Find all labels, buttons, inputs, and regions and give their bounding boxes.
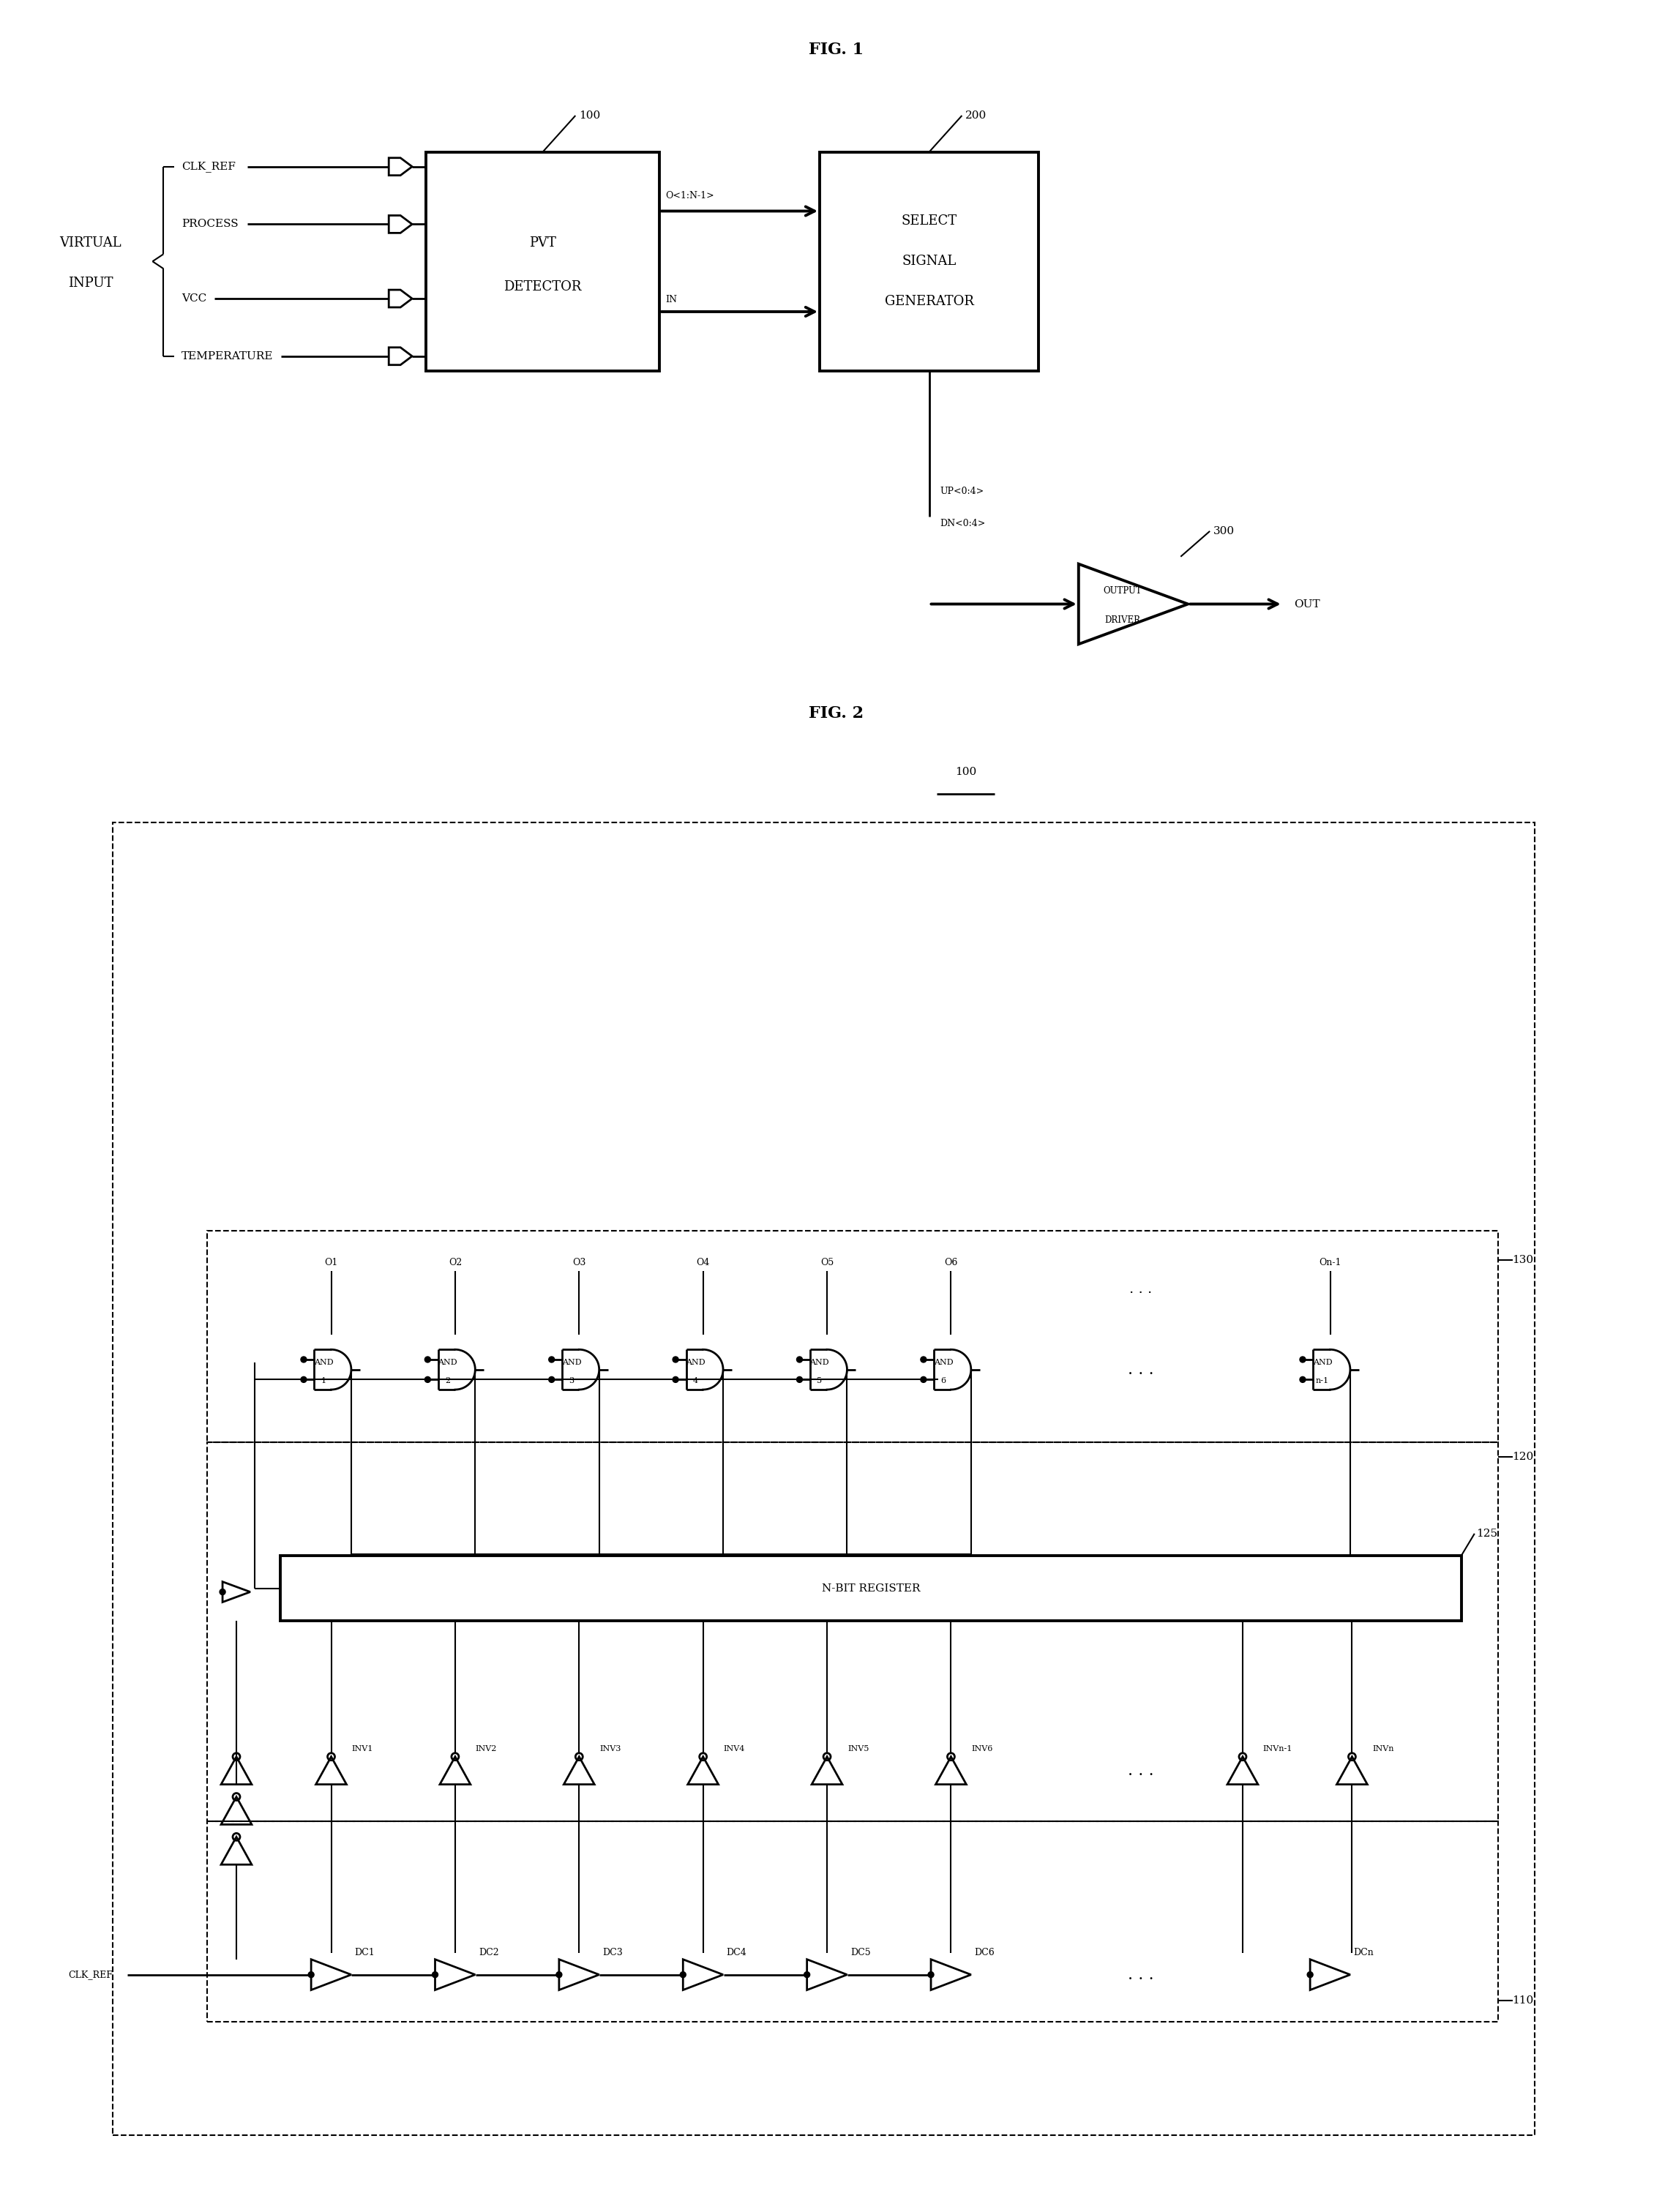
Circle shape	[920, 1356, 927, 1363]
Text: INV5: INV5	[848, 1745, 868, 1752]
Circle shape	[301, 1356, 306, 1363]
Bar	[820, 153, 1039, 372]
Text: OUT: OUT	[1293, 599, 1320, 608]
Text: AND: AND	[438, 1358, 457, 1367]
Text: DC6: DC6	[974, 1949, 995, 1958]
Text: INV2: INV2	[475, 1745, 497, 1752]
Text: 300: 300	[1213, 526, 1235, 535]
Text: . . .: . . .	[1129, 1283, 1153, 1296]
Text: DC2: DC2	[478, 1949, 499, 1958]
Text: 100: 100	[579, 111, 601, 122]
Text: 120: 120	[1512, 1451, 1534, 1462]
Bar	[207, 1232, 1497, 1442]
Text: OUTPUT: OUTPUT	[1103, 586, 1141, 595]
Text: SELECT: SELECT	[902, 215, 957, 228]
Text: O<1:N-1>: O<1:N-1>	[666, 190, 714, 199]
Text: . . .: . . .	[1128, 1763, 1154, 1778]
Text: INV6: INV6	[972, 1745, 992, 1752]
Circle shape	[673, 1376, 679, 1382]
Text: PROCESS: PROCESS	[182, 219, 239, 230]
Text: n-1: n-1	[1317, 1376, 1328, 1385]
Circle shape	[308, 1971, 315, 1978]
Text: On-1: On-1	[1318, 1259, 1342, 1267]
Text: VCC: VCC	[182, 294, 207, 303]
Circle shape	[549, 1356, 554, 1363]
Text: AND: AND	[562, 1358, 581, 1367]
Text: PVT: PVT	[529, 237, 555, 250]
Text: 200: 200	[965, 111, 987, 122]
Text: 125: 125	[1476, 1528, 1497, 1540]
Text: O1: O1	[325, 1259, 338, 1267]
Text: AND: AND	[934, 1358, 954, 1367]
Circle shape	[796, 1376, 803, 1382]
Bar	[207, 1820, 1497, 2022]
Text: INPUT: INPUT	[69, 276, 114, 290]
Text: VIRTUAL: VIRTUAL	[60, 237, 122, 250]
Circle shape	[301, 1376, 306, 1382]
Text: AND: AND	[1313, 1358, 1332, 1367]
Circle shape	[681, 1971, 686, 1978]
Text: DETECTOR: DETECTOR	[504, 281, 582, 294]
Text: DC3: DC3	[602, 1949, 622, 1958]
Circle shape	[1307, 1971, 1313, 1978]
Text: 6: 6	[940, 1376, 945, 1385]
Text: DC5: DC5	[850, 1949, 870, 1958]
Circle shape	[673, 1356, 679, 1363]
Text: DC4: DC4	[726, 1949, 746, 1958]
Text: AND: AND	[686, 1358, 706, 1367]
Text: AND: AND	[315, 1358, 333, 1367]
Text: IN: IN	[666, 294, 678, 305]
Text: INV4: INV4	[723, 1745, 744, 1752]
Text: 130: 130	[1512, 1254, 1534, 1265]
Text: . . .: . . .	[1128, 1363, 1154, 1378]
Text: 5: 5	[816, 1376, 821, 1385]
Text: N-BIT REGISTER: N-BIT REGISTER	[821, 1584, 920, 1593]
Text: 1: 1	[321, 1376, 326, 1385]
Text: UP<0:4>: UP<0:4>	[940, 487, 984, 495]
Text: DC1: DC1	[355, 1949, 375, 1958]
Text: 110: 110	[1512, 1995, 1534, 2006]
Circle shape	[805, 1971, 810, 1978]
Bar	[427, 153, 659, 372]
Text: INV3: INV3	[599, 1745, 621, 1752]
Text: INVn: INVn	[1372, 1745, 1394, 1752]
Text: DCn: DCn	[1353, 1949, 1374, 1958]
Circle shape	[425, 1376, 430, 1382]
Text: 3: 3	[569, 1376, 574, 1385]
Circle shape	[555, 1971, 562, 1978]
Text: O4: O4	[696, 1259, 709, 1267]
Circle shape	[920, 1376, 927, 1382]
Text: O2: O2	[448, 1259, 462, 1267]
Circle shape	[549, 1376, 554, 1382]
Text: SIGNAL: SIGNAL	[902, 254, 957, 268]
Text: CLK_REF: CLK_REF	[69, 1971, 112, 1980]
Text: . . .: . . .	[1128, 1966, 1154, 1982]
Text: 2: 2	[445, 1376, 450, 1385]
Text: O5: O5	[820, 1259, 833, 1267]
Text: DN<0:4>: DN<0:4>	[940, 520, 985, 529]
Text: TEMPERATURE: TEMPERATURE	[182, 352, 274, 361]
Circle shape	[432, 1971, 438, 1978]
Text: INVn-1: INVn-1	[1263, 1745, 1293, 1752]
Text: GENERATOR: GENERATOR	[885, 294, 974, 307]
Text: O3: O3	[572, 1259, 586, 1267]
Text: DRIVER: DRIVER	[1104, 615, 1141, 624]
Text: FIG. 1: FIG. 1	[810, 42, 863, 58]
Circle shape	[796, 1356, 803, 1363]
Circle shape	[1300, 1356, 1305, 1363]
Text: 100: 100	[955, 768, 977, 776]
Text: INV1: INV1	[351, 1745, 373, 1752]
Text: AND: AND	[810, 1358, 830, 1367]
Text: 4: 4	[693, 1376, 698, 1385]
Bar	[279, 1555, 1462, 1621]
Text: O6: O6	[944, 1259, 957, 1267]
Bar	[207, 1442, 1497, 1820]
Circle shape	[1300, 1376, 1305, 1382]
Circle shape	[425, 1356, 430, 1363]
Circle shape	[929, 1971, 934, 1978]
Bar	[112, 823, 1534, 2135]
Text: CLK_REF: CLK_REF	[182, 161, 236, 173]
Circle shape	[219, 1588, 226, 1595]
Text: FIG. 2: FIG. 2	[810, 706, 863, 721]
